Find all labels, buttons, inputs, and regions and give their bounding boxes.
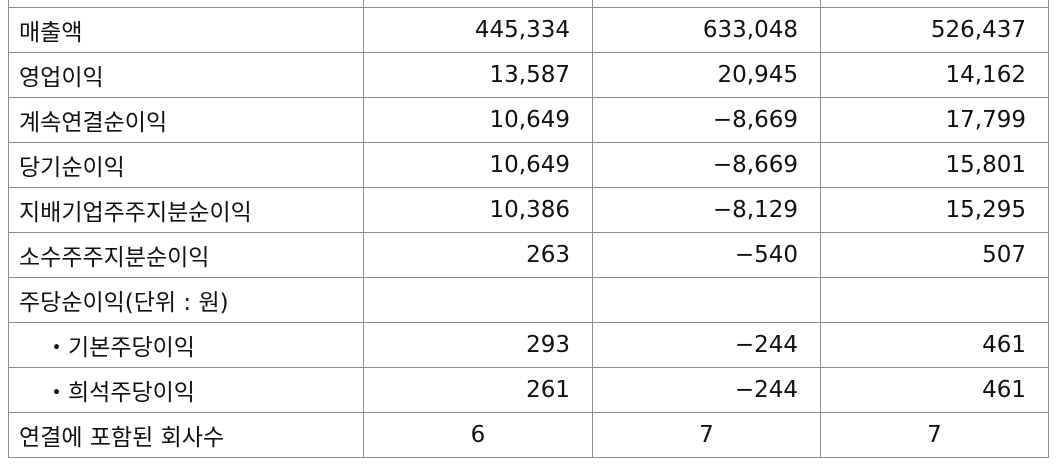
financial-table: 매출액 445,334 633,048 526,437 영업이익 13,587 20,945…: [8, 0, 1049, 458]
row-label: 계속연결순이익: [8, 97, 364, 143]
row-label: 소수주주지분순이익: [8, 232, 364, 278]
value-cell: 15,295: [820, 187, 1049, 233]
table-body: 매출액 445,334 633,048 526,437 영업이익 13,587 20,945…: [8, 0, 1049, 458]
value-cell: 17,799: [820, 97, 1049, 143]
value-cell: 14,162: [820, 52, 1049, 98]
value-cell: 633,048: [592, 7, 821, 53]
table-row: 소수주주지분순이익 263 −540 507: [8, 232, 1049, 278]
value-cell: [592, 277, 821, 323]
table-row: 연결에 포함된 회사수 6 7 7: [8, 412, 1049, 458]
value-cell: −8,129: [592, 187, 821, 233]
value-cell: [820, 277, 1049, 323]
row-label: 지배기업주주지분순이익: [8, 187, 364, 233]
value-cell: 13,587: [363, 52, 593, 98]
value-cell: 461: [820, 367, 1049, 413]
cell: [592, 0, 821, 8]
value-cell: −244: [592, 367, 821, 413]
value-cell: 10,386: [363, 187, 593, 233]
table-row: 당기순이익 10,649 −8,669 15,801: [8, 142, 1049, 188]
row-label: 주당순이익(단위 : 원): [8, 277, 364, 323]
value-cell: 461: [820, 322, 1049, 368]
value-cell: −8,669: [592, 142, 821, 188]
row-label: 매출액: [8, 7, 364, 53]
header-remnant-row: [8, 0, 1049, 8]
row-label: ・희석주당이익: [8, 367, 364, 413]
row-label: 당기순이익: [8, 142, 364, 188]
table-row: ・기본주당이익 293 −244 461: [8, 322, 1049, 368]
value-cell: 6: [363, 412, 593, 458]
value-cell: 261: [363, 367, 593, 413]
row-label: ・기본주당이익: [8, 322, 364, 368]
cell: [363, 0, 593, 8]
row-label: 연결에 포함된 회사수: [8, 412, 364, 458]
table-row: 주당순이익(단위 : 원): [8, 277, 1049, 323]
value-cell: 7: [592, 412, 821, 458]
value-cell: 10,649: [363, 142, 593, 188]
value-cell: 263: [363, 232, 593, 278]
value-cell: 507: [820, 232, 1049, 278]
table-row: 영업이익 13,587 20,945 14,162: [8, 52, 1049, 98]
value-cell: 445,334: [363, 7, 593, 53]
table-row: 지배기업주주지분순이익 10,386 −8,129 15,295: [8, 187, 1049, 233]
table-row: 계속연결순이익 10,649 −8,669 17,799: [8, 97, 1049, 143]
row-label: 영업이익: [8, 52, 364, 98]
value-cell: 15,801: [820, 142, 1049, 188]
value-cell: −8,669: [592, 97, 821, 143]
value-cell: 10,649: [363, 97, 593, 143]
table-row: 매출액 445,334 633,048 526,437: [8, 7, 1049, 53]
table-row: ・희석주당이익 261 −244 461: [8, 367, 1049, 413]
value-cell: 526,437: [820, 7, 1049, 53]
value-cell: 7: [820, 412, 1049, 458]
value-cell: 20,945: [592, 52, 821, 98]
value-cell: −244: [592, 322, 821, 368]
cell: [820, 0, 1049, 8]
cell: [8, 0, 364, 8]
value-cell: −540: [592, 232, 821, 278]
value-cell: 293: [363, 322, 593, 368]
value-cell: [363, 277, 593, 323]
